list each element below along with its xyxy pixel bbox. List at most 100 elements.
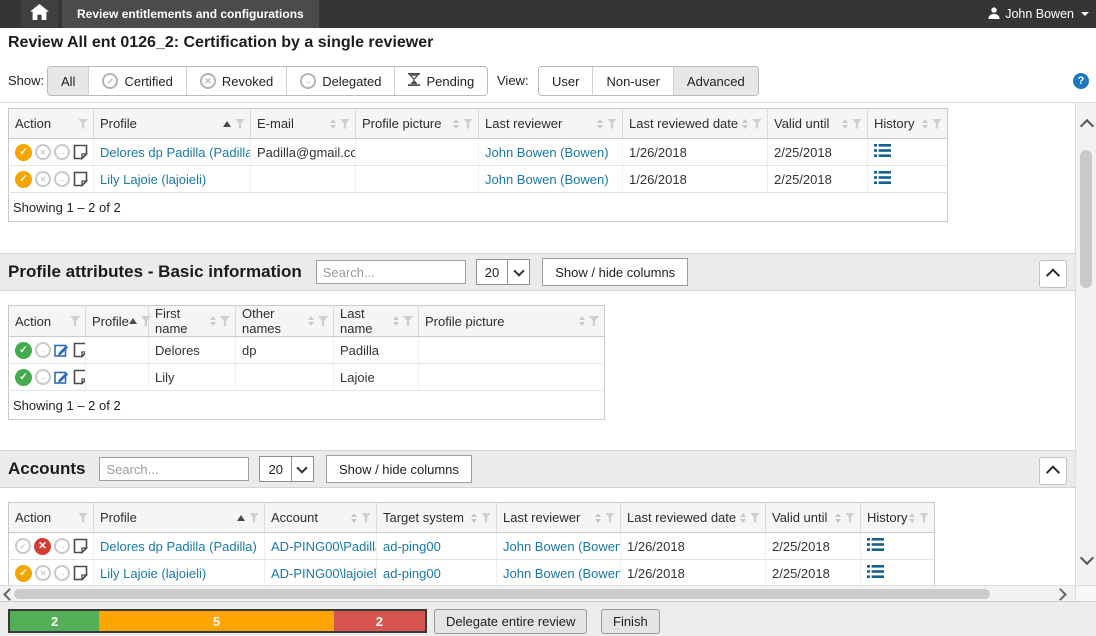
column-header-profile-picture[interactable]: Profile picture — [355, 108, 479, 139]
certify-icon[interactable]: ✓ — [15, 143, 32, 161]
collapse-section-button[interactable] — [1039, 260, 1067, 288]
filter-funnel-icon[interactable] — [750, 512, 760, 523]
last-reviewer-link[interactable]: John Bowen (Bowen) — [485, 144, 609, 160]
filter-funnel-icon[interactable] — [249, 512, 259, 523]
filter-funnel-icon[interactable] — [845, 512, 855, 523]
delegate-entire-review-button[interactable]: Delegate entire review — [434, 609, 588, 634]
filter-funnel-icon[interactable] — [78, 512, 88, 523]
account-link[interactable]: AD-PING00\Padilla — [271, 538, 377, 554]
column-header-profile-picture[interactable]: Profile picture — [418, 305, 605, 337]
horizontal-scrollbar[interactable] — [0, 585, 1075, 601]
column-header-target-system[interactable]: Target system — [376, 502, 497, 533]
column-header-action[interactable]: Action — [8, 305, 86, 337]
revoke-icon[interactable]: ✕ — [35, 144, 51, 160]
profile-link[interactable]: Lily Lajoie (lajoieli) — [100, 171, 207, 187]
tab-review-entitlements[interactable]: Review entitlements and configurations — [62, 0, 319, 28]
filter-funnel-icon[interactable] — [140, 316, 151, 326]
delegate-icon[interactable]: → — [35, 369, 51, 385]
notes-icon[interactable] — [73, 538, 88, 554]
show-hide-columns-button[interactable]: Show / hide columns — [542, 258, 689, 286]
notes-icon[interactable] — [73, 565, 88, 581]
profile-link[interactable]: Lily Lajoie (lajoieli) — [100, 565, 207, 581]
history-icon[interactable] — [867, 565, 884, 578]
view-advanced-button[interactable]: Advanced — [672, 67, 758, 95]
filter-funnel-icon[interactable] — [752, 118, 762, 129]
filter-funnel-icon[interactable] — [932, 118, 942, 129]
show-hide-columns-button[interactable]: Show / hide columns — [325, 455, 472, 483]
target-system-link[interactable]: ad-ping00 — [383, 538, 441, 554]
column-header-last-reviewed-date[interactable]: Last reviewed date — [622, 108, 768, 139]
column-header-profile[interactable]: Profile — [85, 305, 151, 337]
column-header-other-names[interactable]: Other names — [235, 305, 334, 337]
column-header-history[interactable]: History — [867, 108, 948, 139]
horizontal-scrollbar-thumb[interactable] — [14, 589, 990, 599]
column-header-action[interactable]: Action — [8, 502, 94, 533]
filter-funnel-icon[interactable] — [463, 118, 473, 129]
column-header-last-name[interactable]: Last name — [333, 305, 419, 337]
last-reviewer-link[interactable]: John Bowen (Bowen) — [503, 565, 621, 581]
delegate-icon[interactable]: → — [54, 171, 70, 187]
last-reviewer-link[interactable]: John Bowen (Bowen) — [503, 538, 621, 554]
collapse-section-button[interactable] — [1039, 457, 1067, 485]
user-menu[interactable]: John Bowen — [988, 0, 1089, 28]
column-header-last-reviewed-date[interactable]: Last reviewed date — [620, 502, 766, 533]
filter-funnel-icon[interactable] — [318, 316, 328, 326]
account-link[interactable]: AD-PING00\lajoieli — [271, 565, 377, 581]
column-header-last-reviewer[interactable]: Last reviewer — [478, 108, 623, 139]
history-icon[interactable] — [867, 538, 884, 551]
filter-funnel-icon[interactable] — [919, 512, 929, 523]
profile-link[interactable]: Delores dp Padilla (Padilla) — [100, 144, 251, 160]
filter-funnel-icon[interactable] — [605, 512, 615, 523]
certify-icon[interactable]: ✓ — [15, 170, 32, 188]
revoke-icon[interactable]: ✕ — [34, 537, 51, 555]
notes-icon[interactable] — [73, 342, 85, 358]
revoke-icon[interactable]: ✕ — [35, 565, 51, 581]
search-input[interactable] — [99, 457, 250, 481]
notes-icon[interactable] — [73, 369, 85, 385]
filter-funnel-icon[interactable] — [481, 512, 491, 523]
delegate-icon[interactable]: → — [54, 144, 70, 160]
column-header-profile[interactable]: Profile — [93, 108, 251, 139]
filter-funnel-icon[interactable] — [340, 118, 350, 129]
certify-icon[interactable]: ✓ — [15, 564, 32, 582]
history-icon[interactable] — [874, 171, 891, 184]
column-header-history[interactable]: History — [860, 502, 935, 533]
certify-icon[interactable]: ✓ — [15, 368, 32, 386]
delegate-icon[interactable]: → — [54, 538, 70, 554]
filter-pending-button[interactable]: Pending — [394, 67, 488, 95]
filter-funnel-icon[interactable] — [589, 316, 599, 326]
filter-funnel-icon[interactable] — [235, 118, 245, 129]
scroll-up-icon[interactable] — [1079, 118, 1095, 134]
column-header-action[interactable]: Action — [8, 108, 94, 139]
revoke-icon[interactable]: ✕ — [35, 171, 51, 187]
column-header-valid-until[interactable]: Valid until — [767, 108, 868, 139]
filter-funnel-icon[interactable] — [70, 316, 80, 326]
filter-funnel-icon[interactable] — [361, 512, 371, 523]
column-header-last-reviewer[interactable]: Last reviewer — [496, 502, 621, 533]
scroll-down-icon[interactable] — [1079, 550, 1095, 566]
last-reviewer-link[interactable]: John Bowen (Bowen) — [485, 171, 609, 187]
edit-icon[interactable] — [54, 342, 70, 358]
finish-button[interactable]: Finish — [601, 609, 660, 634]
filter-delegated-button[interactable]: → Delegated — [286, 67, 395, 95]
view-user-button[interactable]: User — [539, 67, 593, 95]
notes-icon[interactable] — [73, 171, 88, 187]
column-header-first-name[interactable]: First name — [148, 305, 236, 337]
column-header-account[interactable]: Account — [264, 502, 377, 533]
filter-revoked-button[interactable]: ✕ Revoked — [185, 67, 287, 95]
filter-funnel-icon[interactable] — [78, 118, 88, 129]
help-icon[interactable]: ? — [1073, 73, 1089, 89]
notes-icon[interactable] — [73, 144, 88, 160]
search-input[interactable] — [315, 260, 466, 284]
edit-icon[interactable] — [54, 369, 70, 385]
filter-funnel-icon[interactable] — [852, 118, 862, 129]
home-button[interactable] — [21, 0, 58, 28]
vertical-scrollbar[interactable] — [1075, 103, 1096, 585]
scroll-right-icon[interactable] — [1054, 588, 1067, 601]
filter-all-button[interactable]: All — [48, 67, 89, 95]
column-header-profile[interactable]: Profile — [93, 502, 265, 533]
filter-funnel-icon[interactable] — [220, 316, 230, 326]
filter-certified-button[interactable]: ✓ Certified — [88, 67, 186, 95]
target-system-link[interactable]: ad-ping00 — [383, 565, 441, 581]
column-header-valid-until[interactable]: Valid until — [765, 502, 861, 533]
